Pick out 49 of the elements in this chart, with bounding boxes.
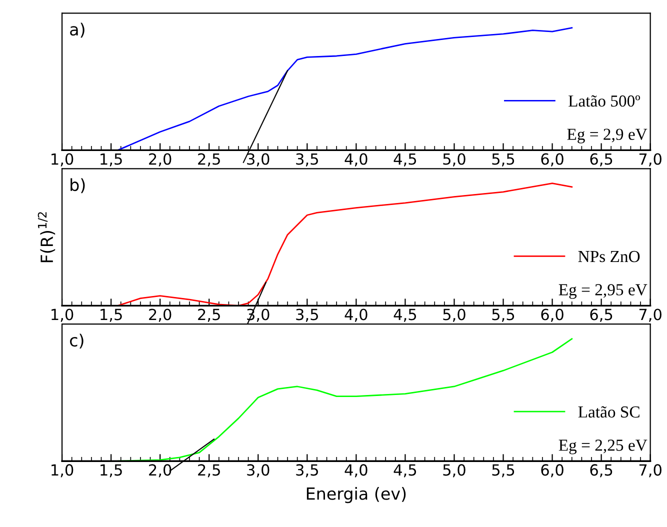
x-tick-label: 6,5 [590, 153, 612, 166]
x-tick-label: 5,5 [492, 153, 514, 166]
x-tick-label: 7,0 [639, 464, 662, 478]
x-axis-title: Energia (ev) [306, 487, 406, 504]
x-tick-label: 6,5 [590, 464, 612, 478]
x-tick-label: 7,0 [639, 308, 662, 322]
x-tick-label: 5,0 [443, 464, 466, 478]
x-tick-label: 4,5 [394, 153, 416, 166]
x-tick-label: 2,5 [198, 308, 220, 322]
x-tick-label: 3,5 [296, 153, 318, 166]
x-tick-label: 4,5 [394, 464, 416, 478]
annotation: Eg = 2,25 eV [558, 440, 648, 454]
x-tick-label: 2,5 [198, 464, 220, 478]
annotation: a) [70, 22, 84, 38]
x-tick-label: 1,5 [100, 153, 122, 166]
annotation: Eg = 2,95 eV [558, 284, 648, 299]
legend-label: Latão 500º [568, 95, 640, 107]
x-tick-label: 3,5 [296, 308, 318, 322]
x-tick-label: 6,0 [541, 153, 564, 166]
legend-label: Latão SC [578, 406, 640, 418]
x-tick-label: 5,5 [492, 308, 514, 322]
x-tick-label: 4,0 [344, 153, 368, 166]
x-tick-label: 6,0 [541, 308, 564, 322]
x-tick-label: 1,5 [100, 308, 122, 322]
x-tick-label: 6,0 [541, 464, 564, 478]
annotation: b) [70, 178, 85, 194]
x-tick-label: 3,0 [247, 464, 270, 478]
legend-label: NPs ZnO [578, 250, 640, 262]
annotation: Eg = 2,9 eV [567, 128, 648, 144]
y-axis-title: F(R)$^{1/2}$ [38, 212, 56, 262]
x-tick-label: 6,5 [590, 308, 612, 322]
x-tick-label: 7,0 [639, 153, 662, 166]
x-tick-label: 2,0 [149, 153, 172, 166]
annotation: c) [70, 334, 84, 349]
x-tick-label: 5,5 [492, 464, 514, 478]
x-tick-label: 5,0 [443, 153, 466, 166]
x-tick-label: 2,0 [149, 308, 172, 322]
x-tick-label: 3,5 [296, 464, 318, 478]
x-tick-label: 4,0 [344, 464, 368, 478]
x-tick-label: 1,0 [52, 153, 74, 166]
x-tick-label: 4,0 [344, 308, 368, 322]
x-tick-label: 1,0 [52, 464, 74, 478]
x-tick-label: 2,0 [149, 464, 172, 478]
x-tick-label: 4,5 [394, 308, 416, 322]
x-tick-label: 1,0 [52, 308, 74, 322]
x-tick-label: 2,5 [198, 153, 220, 166]
x-tick-label: 5,0 [443, 308, 466, 322]
x-tick-label: 3,0 [247, 153, 270, 166]
x-tick-label: 1,5 [100, 464, 122, 478]
